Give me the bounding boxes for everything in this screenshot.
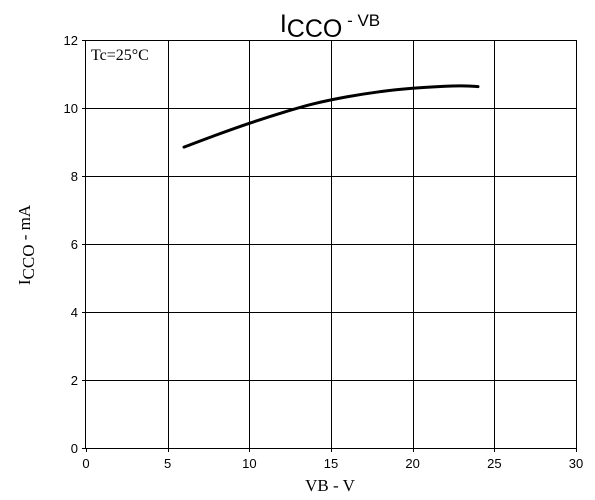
y-tick-label: 2 bbox=[71, 373, 78, 388]
y-tick-label: 4 bbox=[71, 305, 78, 320]
chart-title-prefix: I bbox=[280, 10, 287, 38]
y-tick-label: 0 bbox=[71, 441, 78, 456]
x-tick-label: 5 bbox=[164, 456, 171, 471]
x-tick-label: 0 bbox=[82, 456, 89, 471]
series-group bbox=[182, 84, 480, 149]
x-tick-label: 20 bbox=[405, 456, 419, 471]
annotation-temperature: Tc=25°C bbox=[91, 47, 149, 64]
x-tick-label: 10 bbox=[242, 456, 256, 471]
chart-title-subscript: CCO bbox=[287, 15, 343, 43]
annotation-box bbox=[87, 42, 167, 64]
y-tick-label: 8 bbox=[71, 169, 78, 184]
chart-title-suffix: - VB bbox=[342, 11, 380, 30]
y-axis-label-prefix: I bbox=[15, 279, 34, 285]
x-axis-label: VB - V bbox=[305, 476, 355, 495]
x-tick-label: 30 bbox=[569, 456, 583, 471]
y-tick-label: 6 bbox=[71, 237, 78, 252]
y-axis-label-subscript: CCO bbox=[19, 245, 38, 280]
y-axis-label: ICCO - mA bbox=[15, 204, 38, 285]
grid bbox=[86, 40, 576, 448]
x-tick-label: 15 bbox=[324, 456, 338, 471]
chart-title: ICCO - VB bbox=[280, 10, 380, 43]
y-tick-label: 10 bbox=[64, 101, 78, 116]
ticks: 0 5 10 15 20 25 30 0 2 4 6 8 10 12 bbox=[64, 33, 584, 471]
y-axis-label-suffix: - mA bbox=[15, 204, 34, 244]
series-line-1 bbox=[182, 84, 480, 149]
y-tick-label: 12 bbox=[64, 33, 78, 48]
x-tick-label: 25 bbox=[487, 456, 501, 471]
